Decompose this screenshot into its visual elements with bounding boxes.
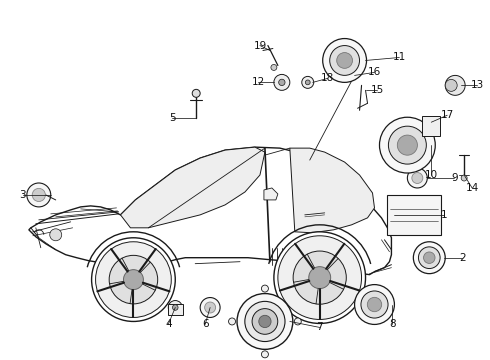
Text: 1: 1 — [441, 210, 447, 220]
Circle shape — [330, 46, 360, 75]
Circle shape — [271, 64, 277, 71]
Text: 9: 9 — [451, 173, 458, 183]
Circle shape — [279, 79, 285, 86]
Circle shape — [92, 238, 175, 321]
Circle shape — [109, 255, 158, 304]
Circle shape — [50, 229, 62, 241]
Circle shape — [418, 247, 440, 269]
Polygon shape — [29, 147, 392, 275]
Circle shape — [302, 76, 314, 88]
Circle shape — [397, 135, 417, 155]
Circle shape — [278, 236, 362, 319]
Circle shape — [461, 175, 467, 181]
Text: 17: 17 — [441, 110, 454, 120]
Circle shape — [32, 188, 46, 202]
Circle shape — [200, 298, 220, 318]
Circle shape — [407, 168, 427, 188]
Circle shape — [309, 267, 331, 289]
Polygon shape — [290, 148, 374, 233]
Circle shape — [192, 89, 200, 97]
Circle shape — [323, 39, 367, 82]
Circle shape — [293, 251, 346, 304]
Circle shape — [414, 242, 445, 274]
Circle shape — [389, 126, 426, 164]
Circle shape — [252, 309, 278, 334]
Circle shape — [445, 80, 457, 91]
Circle shape — [379, 117, 435, 173]
Circle shape — [259, 315, 271, 328]
Circle shape — [168, 301, 182, 315]
Text: 5: 5 — [169, 113, 175, 123]
Text: 19: 19 — [253, 41, 267, 50]
Circle shape — [172, 305, 178, 310]
Circle shape — [96, 242, 172, 318]
Circle shape — [355, 285, 394, 324]
Circle shape — [337, 53, 352, 68]
Circle shape — [305, 80, 310, 85]
Circle shape — [228, 318, 236, 325]
Circle shape — [412, 172, 423, 184]
Circle shape — [123, 270, 144, 289]
Text: 4: 4 — [165, 319, 172, 329]
Text: 11: 11 — [393, 53, 406, 63]
Circle shape — [205, 302, 216, 313]
Text: 13: 13 — [470, 80, 484, 90]
Text: 16: 16 — [368, 67, 381, 77]
Text: 10: 10 — [425, 170, 438, 180]
FancyBboxPatch shape — [422, 116, 440, 136]
Text: 3: 3 — [20, 190, 26, 200]
Text: 7: 7 — [317, 323, 323, 332]
FancyBboxPatch shape — [168, 304, 183, 315]
Circle shape — [245, 301, 285, 342]
Text: 14: 14 — [466, 183, 479, 193]
FancyBboxPatch shape — [388, 195, 441, 235]
Circle shape — [368, 297, 382, 312]
Text: 18: 18 — [321, 73, 334, 84]
Polygon shape — [264, 188, 278, 200]
Circle shape — [445, 75, 465, 95]
Circle shape — [262, 351, 269, 358]
Text: 6: 6 — [202, 319, 208, 329]
Circle shape — [294, 318, 301, 325]
Circle shape — [423, 252, 435, 264]
Text: 15: 15 — [371, 85, 384, 95]
Circle shape — [27, 183, 51, 207]
Circle shape — [274, 75, 290, 90]
Circle shape — [262, 285, 269, 292]
Circle shape — [274, 232, 366, 323]
Text: 12: 12 — [251, 77, 265, 87]
Circle shape — [237, 293, 293, 349]
Text: 2: 2 — [459, 253, 466, 263]
Text: 8: 8 — [389, 319, 396, 329]
Circle shape — [361, 291, 388, 318]
Polygon shape — [121, 147, 265, 228]
